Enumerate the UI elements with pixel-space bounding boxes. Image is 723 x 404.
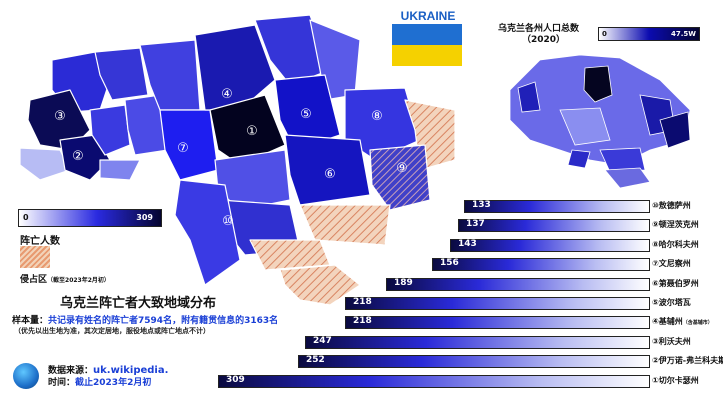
inset-subtitle: （2020） xyxy=(522,35,566,45)
bar-value: 252 xyxy=(306,355,325,365)
logo-icon xyxy=(13,363,39,389)
bar-category-text: ⑥第聂伯罗州 xyxy=(652,279,699,288)
bar-category-note: （含基辅市） xyxy=(682,320,713,326)
bar-value: 218 xyxy=(353,297,372,307)
sample-size: 样本量：共记录有姓名的阵亡者7594名，附有籍贯信息的3163名 xyxy=(12,313,278,326)
region-kherson xyxy=(249,239,331,271)
bar xyxy=(345,297,650,310)
bar-category-text: ⑤波尔塔瓦 xyxy=(652,298,691,307)
legend-gradient: 0 309 xyxy=(18,209,162,227)
bar-category-text: ①切尔卡瑟州 xyxy=(652,376,699,385)
bar-category-text: ⑦文尼察州 xyxy=(652,259,691,268)
occupied-label: 侵占区（截至2023年2月初） xyxy=(20,272,110,285)
region-donetsk xyxy=(369,144,431,211)
inset-legend: 0 47.5W xyxy=(598,27,700,41)
map-number: ② xyxy=(72,149,84,164)
bar-value: 247 xyxy=(313,336,332,346)
flag-label: UKRAINE xyxy=(400,9,456,23)
bar xyxy=(218,375,650,388)
occupied-label-text: 侵占区 xyxy=(20,275,48,285)
bar-category-label: ③利沃夫州 xyxy=(652,336,691,349)
data-source: 数据来源：uk.wikipedia. xyxy=(48,363,168,376)
inset-legend-min: 0 xyxy=(602,30,607,38)
bar-category-label: ⑥第聂伯罗州 xyxy=(652,278,699,291)
region-kyiv xyxy=(194,24,276,111)
bar-value: 309 xyxy=(226,375,245,385)
bar-value: 156 xyxy=(440,258,459,268)
bar-category-label: ④基辅州（含基辅市） xyxy=(652,316,713,329)
bar xyxy=(345,316,650,329)
bar-category-text: ⑨顿涅茨克州 xyxy=(652,220,699,229)
ukraine-flag xyxy=(392,24,462,66)
region-crimea xyxy=(279,264,361,306)
map-number: ⑦ xyxy=(177,141,189,156)
method-note: （优先以出生地为准，其次定居地，服役地点或阵亡地点不计） xyxy=(14,327,210,335)
occupied-note: （截至2023年2月初） xyxy=(47,277,110,284)
time-value: 截止2023年2月初 xyxy=(75,378,152,388)
bar-category-text: ⑧哈尔科夫州 xyxy=(652,240,699,249)
occupied-swatch xyxy=(20,246,50,268)
region-luhansk xyxy=(404,99,456,171)
bar-category-text: ④基辅州 xyxy=(652,317,683,326)
region-vinnytsia xyxy=(159,109,219,181)
bar-category-text: ⑩敖德萨州 xyxy=(652,201,691,210)
inset-title: 乌克兰各州人口总数 （2020） xyxy=(498,24,628,46)
bar-category-label: ①切尔卡瑟州 xyxy=(652,375,699,388)
region-rivne xyxy=(94,47,149,101)
inset-population-map xyxy=(509,54,691,189)
region-chernivtsi xyxy=(99,159,141,181)
bar-value: 133 xyxy=(472,200,491,210)
map-number: ① xyxy=(246,124,258,139)
map-number: ⑥ xyxy=(324,167,336,182)
bar-category-text: ②伊万诺-弗兰科夫斯克州 xyxy=(652,356,723,365)
bar xyxy=(432,258,650,271)
bar xyxy=(298,355,650,368)
bar-value: 137 xyxy=(466,219,485,229)
legend-max: 309 xyxy=(136,213,153,222)
sample-text-1: 共记录有姓名的阵亡者7594名， xyxy=(48,316,182,326)
region-ternopil xyxy=(89,104,131,156)
legend-label: 阵亡人数 xyxy=(20,236,60,247)
map-number: ⑨ xyxy=(396,161,408,176)
region-dnipro xyxy=(284,134,371,206)
bar xyxy=(450,239,650,252)
bar-value: 143 xyxy=(458,239,477,249)
bar-value: 218 xyxy=(353,316,372,326)
page-title: 乌克兰阵亡者大致地域分布 xyxy=(60,296,217,311)
bar-category-label: ⑤波尔塔瓦 xyxy=(652,297,691,310)
bar-category-label: ⑧哈尔科夫州 xyxy=(652,239,699,252)
data-time: 时间：截止2023年2月初 xyxy=(48,375,151,388)
sample-text-2: 附有籍贯信息的3163名 xyxy=(181,316,279,326)
bar xyxy=(305,336,650,349)
inset-title-text: 乌克兰各州人口总数 xyxy=(498,24,580,34)
bar-category-label: ⑨顿涅茨克州 xyxy=(652,219,699,232)
region-zakarpattia xyxy=(19,147,71,181)
map-number: ④ xyxy=(221,87,233,102)
map-number: ⑩ xyxy=(222,214,234,229)
bar-category-label: ②伊万诺-弗兰科夫斯克州 xyxy=(652,355,723,368)
bar xyxy=(464,200,650,213)
bar xyxy=(458,219,650,232)
map-number: ⑧ xyxy=(371,109,383,124)
map-number: ⑤ xyxy=(300,107,312,122)
source-value: uk.wikipedia. xyxy=(93,365,169,376)
bar xyxy=(386,278,650,291)
map-number: ③ xyxy=(54,109,66,124)
bar-value: 189 xyxy=(394,278,413,288)
sample-prefix: 样本量： xyxy=(12,316,49,326)
bar-category-label: ⑩敖德萨州 xyxy=(652,200,691,213)
region-odesa xyxy=(174,179,241,286)
bar-category-label: ⑦文尼察州 xyxy=(652,258,691,271)
legend-min: 0 xyxy=(23,213,29,222)
inset-legend-max: 47.5W xyxy=(671,30,696,38)
region-zaporizhzhia xyxy=(299,204,391,246)
bar-category-text: ③利沃夫州 xyxy=(652,337,691,346)
time-label: 时间： xyxy=(48,378,76,388)
source-label: 数据来源： xyxy=(48,366,94,376)
